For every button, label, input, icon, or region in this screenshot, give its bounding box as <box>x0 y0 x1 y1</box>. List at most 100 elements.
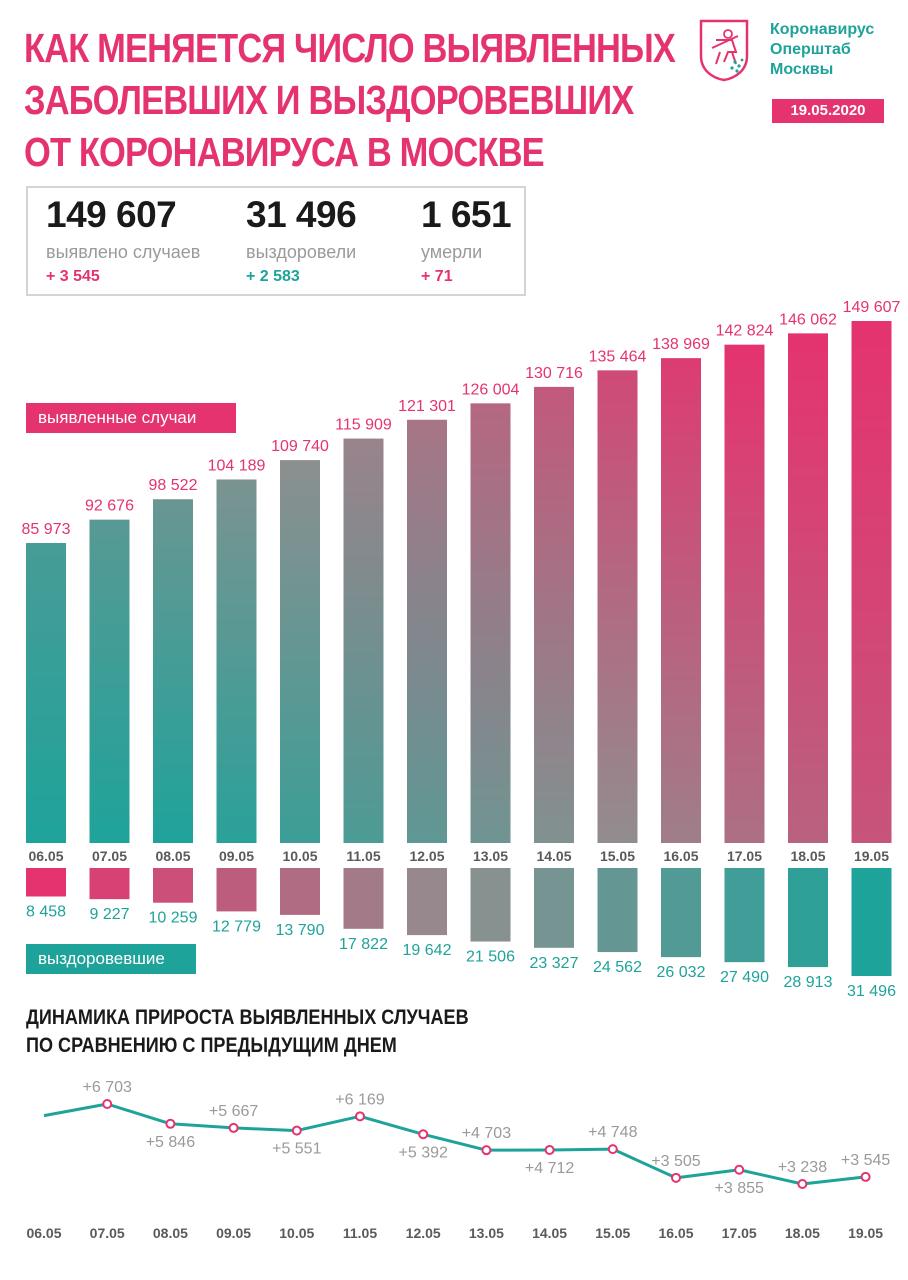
recovered-value-label: 12 779 <box>212 918 261 935</box>
cases-value-label: 104 189 <box>208 457 266 474</box>
growth-value-label: +6 169 <box>335 1091 384 1108</box>
growth-date-tick-label: 09.05 <box>216 1225 251 1241</box>
brand-line-2: Оперштаб <box>770 41 851 58</box>
stat-deaths-delta: + 71 <box>421 268 453 285</box>
growth-date-tick-label: 10.05 <box>279 1225 314 1241</box>
recovered-bar <box>851 868 892 976</box>
cases-bar <box>26 543 66 843</box>
growth-point <box>102 1099 113 1109</box>
recovered-bar <box>534 868 574 948</box>
growth-value-label: +3 855 <box>715 1180 764 1197</box>
recovered-bar <box>407 868 447 936</box>
recovered-bar <box>89 868 130 900</box>
date-tick-label: 10.05 <box>282 848 317 864</box>
cases-bar <box>597 370 638 843</box>
stat-deaths-value: 1 651 <box>421 194 512 235</box>
growth-date-tick-label: 12.05 <box>406 1225 441 1241</box>
growth-point <box>734 1164 745 1175</box>
cases-bar <box>788 333 828 843</box>
recovered-bar <box>216 868 257 912</box>
stat-cases-label: выявлено случаев <box>46 242 201 262</box>
growth-date-tick-label: 06.05 <box>26 1225 61 1241</box>
cases-value-label: 121 301 <box>398 398 456 415</box>
cases-value-label: 149 607 <box>843 299 901 316</box>
growth-value-label: +3 505 <box>651 1153 700 1170</box>
cases-value-label: 115 909 <box>335 417 392 434</box>
brand-line-3: Москвы <box>770 61 834 78</box>
growth-value-label: +6 703 <box>83 1079 132 1096</box>
growth-point <box>544 1144 555 1155</box>
growth-date-tick-label: 15.05 <box>595 1225 630 1241</box>
cases-bar <box>470 403 511 843</box>
recovered-bar <box>343 868 384 929</box>
recovered-bar <box>26 868 66 897</box>
title-line-2: ЗАБОЛЕВШИХ И ВЫЗДОРОВЕВШИХ <box>24 77 634 123</box>
growth-value-label: +5 846 <box>146 1134 195 1151</box>
cases-value-label: 135 464 <box>589 348 647 365</box>
recovered-value-label: 9 227 <box>89 906 129 923</box>
recovered-value-label: 13 790 <box>276 922 325 939</box>
growth-date-tick-label: 13.05 <box>469 1225 504 1241</box>
cases-bar <box>661 358 701 843</box>
cases-bar <box>343 438 384 843</box>
recovered-bar <box>280 868 320 915</box>
growth-point <box>291 1125 302 1136</box>
cases-value-label: 98 522 <box>149 477 198 494</box>
recovered-value-label: 21 506 <box>466 949 515 966</box>
stat-recovered-delta: + 2 583 <box>246 268 300 285</box>
growth-date-tick-label: 18.05 <box>785 1225 820 1241</box>
recovered-value-label: 28 913 <box>784 974 833 991</box>
cases-value-label: 109 740 <box>271 438 329 455</box>
growth-date-tick-label: 17.05 <box>722 1225 757 1241</box>
cases-bar <box>407 419 447 843</box>
recovered-value-label: 31 496 <box>847 983 896 1000</box>
growth-point <box>418 1129 429 1140</box>
recovered-bar <box>597 868 638 953</box>
cases-value-label: 146 062 <box>779 311 837 328</box>
growth-date-tick-label: 07.05 <box>90 1225 125 1241</box>
growth-value-label: +4 703 <box>462 1125 511 1142</box>
recovered-bar <box>153 868 193 903</box>
recovered-bar <box>724 868 765 963</box>
growth-point <box>797 1179 808 1189</box>
recovered-value-label: 19 642 <box>403 942 452 959</box>
brand-name: Коронавирус Оперштаб Москвы <box>770 20 874 80</box>
recovered-value-label: 8 458 <box>26 904 66 921</box>
growth-title-line-1: ДИНАМИКА ПРИРОСТА ВЫЯВЛЕННЫХ СЛУЧАЕВ <box>26 1006 469 1029</box>
growth-date-tick-label: 08.05 <box>153 1225 188 1241</box>
stat-recovered-value: 31 496 <box>246 194 357 235</box>
cases-bar <box>280 460 320 843</box>
growth-date-tick-label: 19.05 <box>848 1225 883 1241</box>
growth-line <box>43 1102 866 1186</box>
cases-value-label: 85 973 <box>22 521 71 538</box>
recovered-bar <box>470 868 511 942</box>
recovered-bar <box>661 868 701 958</box>
growth-point <box>355 1111 365 1122</box>
date-tick-label: 09.05 <box>219 848 254 864</box>
growth-chart-title: ДИНАМИКА ПРИРОСТА ВЫЯВЛЕННЫХ СЛУЧАЕВ ПО … <box>26 1004 469 1060</box>
cases-value-label: 142 824 <box>716 323 774 340</box>
cases-value-label: 138 969 <box>652 336 710 353</box>
growth-date-tick-label: 14.05 <box>532 1225 567 1241</box>
date-tick-label: 19.05 <box>854 848 889 864</box>
growth-point <box>671 1172 681 1183</box>
date-badge: 19.05.2020 <box>772 99 884 123</box>
recovered-value-label: 24 562 <box>593 959 642 976</box>
date-tick-label: 11.05 <box>346 848 380 864</box>
growth-value-label: +5 551 <box>272 1141 321 1158</box>
cases-legend-tag: выявленные случаи <box>26 403 236 433</box>
growth-value-label: +3 238 <box>778 1159 827 1176</box>
date-tick-label: 13.05 <box>473 848 508 864</box>
growth-value-label: +5 667 <box>209 1103 258 1120</box>
growth-date-tick-label: 11.05 <box>343 1225 377 1241</box>
cases-value-label: 130 716 <box>525 365 583 382</box>
growth-point <box>607 1144 618 1155</box>
growth-point <box>860 1171 871 1182</box>
recovered-value-label: 23 327 <box>530 955 579 972</box>
recovered-value-label: 17 822 <box>339 936 388 953</box>
cases-bar <box>724 344 765 843</box>
date-tick-label: 15.05 <box>600 848 635 864</box>
cases-bar <box>534 386 574 843</box>
growth-value-label: +3 545 <box>841 1152 890 1169</box>
